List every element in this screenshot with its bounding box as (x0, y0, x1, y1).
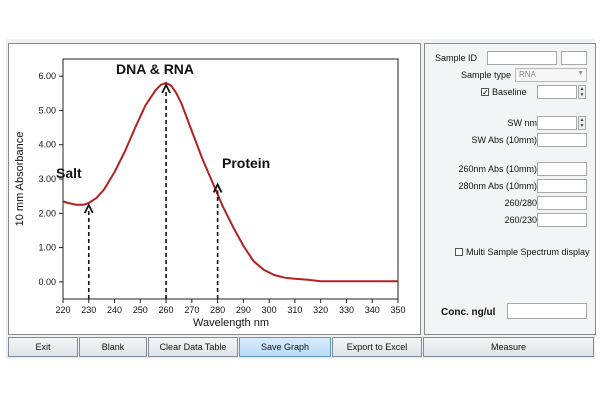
x-tick-label: 300 (262, 305, 277, 315)
x-tick-label: 290 (236, 305, 251, 315)
exit-button[interactable]: Exit (8, 337, 78, 357)
y-tick-label: 1.00 (38, 243, 56, 253)
ratio-260-280-label: 260/280 (504, 198, 537, 208)
clear-data-table-button[interactable]: Clear Data Table (148, 337, 238, 357)
save-graph-button[interactable]: Save Graph (239, 337, 331, 357)
abs260-output (537, 162, 587, 176)
sw-nm-spinner[interactable]: ▲ ▼ (578, 116, 586, 130)
annotation-salt: Salt (56, 165, 82, 181)
multi-sample-checkbox[interactable] (455, 248, 463, 256)
ratio-260-230-label: 260/230 (504, 215, 537, 225)
y-tick-label: 5.00 (38, 105, 56, 115)
baseline-spinner[interactable]: ▲ ▼ (578, 85, 586, 99)
arrow-up-icon: ▲ (579, 117, 585, 123)
sample-id-label: Sample ID (434, 53, 477, 63)
conc-label: Conc. ng/ul (441, 307, 496, 318)
graph-panel: 0.00 1.00 2.00 3.00 4.00 5.00 6.00 220 230 240 250… (8, 43, 421, 335)
sw-abs-label: SW Abs (10mm) (471, 135, 537, 145)
ratio-260-230-output (537, 213, 587, 227)
x-tick-label: 250 (133, 305, 148, 315)
sample-type-select[interactable]: RNA ▼ (515, 68, 587, 82)
sw-nm-input[interactable] (537, 116, 577, 130)
sample-id-extra-input[interactable] (561, 51, 587, 65)
arrow-up-icon (83, 202, 94, 214)
y-tick-label: 4.00 (38, 140, 56, 150)
baseline-checkbox[interactable]: ✓ (481, 88, 489, 97)
ratio-260-280-output (537, 196, 587, 210)
x-axis-label: Wavelength nm (193, 317, 269, 329)
conc-output (507, 303, 587, 319)
abs260-label: 260nm Abs (10mm) (458, 164, 537, 174)
annotation-dna-rna: DNA & RNA (116, 61, 194, 77)
plot-frame (62, 58, 399, 300)
chevron-down-icon: ▼ (577, 70, 584, 77)
y-tick-label: 3.00 (38, 174, 56, 184)
annotation-protein: Protein (222, 155, 270, 171)
baseline-input[interactable] (537, 85, 577, 99)
arrow-down-icon: ▼ (579, 123, 585, 129)
x-tick-label: 260 (159, 305, 174, 315)
sample-id-input[interactable] (487, 51, 557, 65)
x-tick-label: 310 (287, 305, 302, 315)
multi-sample-label: Multi Sample Spectrum display (466, 247, 590, 257)
arrow-up-icon (212, 182, 223, 193)
x-tick-label: 320 (313, 305, 328, 315)
x-tick-label: 220 (55, 305, 70, 315)
y-tick-label: 2.00 (38, 208, 56, 218)
y-axis-label: 10 mm Absorbance (14, 132, 26, 227)
abs280-output (537, 179, 587, 193)
abs280-label: 280nm Abs (10mm) (458, 181, 537, 191)
sample-type-value: RNA (519, 70, 536, 79)
x-tick-label: 280 (210, 305, 225, 315)
sw-nm-label: SW nm (507, 118, 537, 128)
export-to-excel-button[interactable]: Export to Excel (332, 337, 422, 357)
x-tick-label: 230 (81, 305, 96, 315)
sample-panel: Sample ID Sample type RNA ▼ ✓ Baseline ▲… (424, 43, 596, 335)
x-tick-label: 340 (365, 305, 380, 315)
blank-button[interactable]: Blank (79, 337, 147, 357)
arrow-up-icon (161, 82, 171, 94)
baseline-label: Baseline (492, 87, 527, 97)
y-tick-label: 0.00 (38, 277, 56, 287)
y-tick-label: 6.00 (38, 71, 56, 81)
x-tick-label: 270 (184, 305, 199, 315)
x-tick-label: 240 (107, 305, 122, 315)
absorbance-curve (62, 81, 398, 283)
sw-abs-output (537, 133, 587, 147)
measure-button[interactable]: Measure (423, 337, 594, 357)
spectrum-chart: 0.00 1.00 2.00 3.00 4.00 5.00 6.00 220 230 240 250… (14, 58, 406, 329)
x-tick-label: 330 (339, 305, 354, 315)
sample-type-label: Sample type (460, 70, 511, 80)
arrow-up-icon: ▲ (579, 86, 585, 92)
arrow-down-icon: ▼ (579, 92, 585, 98)
x-tick-label: 350 (390, 305, 405, 315)
